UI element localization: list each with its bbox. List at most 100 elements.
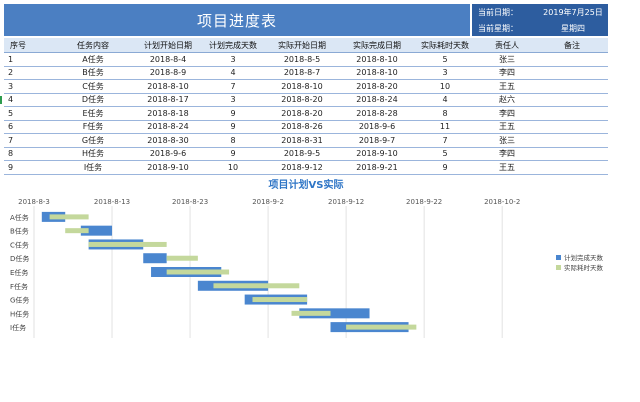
cell-index[interactable]: 7 xyxy=(4,133,54,148)
cell-actual-start[interactable]: 2018-8-20 xyxy=(262,106,342,121)
cell-plan-days[interactable]: 4 xyxy=(204,66,262,80)
cell-owner[interactable]: 王五 xyxy=(478,160,536,175)
cell-index[interactable]: 5 xyxy=(4,106,54,121)
cell-owner[interactable]: 张三 xyxy=(478,133,536,148)
cell-actual-days[interactable]: 9 xyxy=(412,160,478,175)
col-header[interactable]: 实际完成日期 xyxy=(342,38,412,53)
cell-owner[interactable]: 张三 xyxy=(478,52,536,67)
cell-index[interactable]: 3 xyxy=(4,79,54,94)
cell-actual-end[interactable]: 2018-9-7 xyxy=(342,133,412,148)
cell-actual-days[interactable]: 5 xyxy=(412,52,478,67)
cell-actual-days[interactable]: 4 xyxy=(412,93,478,107)
cell-actual-end[interactable]: 2018-8-28 xyxy=(342,106,412,121)
cell-note[interactable] xyxy=(536,120,608,134)
cell-actual-end[interactable]: 2018-8-24 xyxy=(342,93,412,107)
cell-note[interactable] xyxy=(536,133,608,148)
col-header[interactable]: 实际开始日期 xyxy=(262,38,342,53)
col-header[interactable]: 序号 xyxy=(4,38,54,53)
cell-note[interactable] xyxy=(536,106,608,121)
cell-plan-days[interactable]: 3 xyxy=(204,52,262,67)
cell-task[interactable]: D任务 xyxy=(54,93,132,107)
cell-task[interactable]: F任务 xyxy=(54,120,132,134)
cell-plan-start[interactable]: 2018-8-24 xyxy=(132,120,204,134)
cell-index[interactable]: 9 xyxy=(4,160,54,175)
cell-owner[interactable]: 王五 xyxy=(478,79,536,94)
cell-note[interactable] xyxy=(536,147,608,161)
col-header[interactable]: 计划完成天数 xyxy=(204,38,262,53)
table-row: 5 E任务 2018-8-18 9 2018-8-20 2018-8-28 8 … xyxy=(4,106,608,121)
cell-plan-start[interactable]: 2018-8-30 xyxy=(132,133,204,148)
cell-note[interactable] xyxy=(536,66,608,80)
cell-plan-days[interactable]: 7 xyxy=(204,79,262,94)
cell-plan-days[interactable]: 10 xyxy=(204,160,262,175)
col-header[interactable]: 实际耗时天数 xyxy=(412,38,478,53)
cell-note[interactable] xyxy=(536,52,608,67)
cell-note[interactable] xyxy=(536,79,608,94)
cell-plan-start[interactable]: 2018-8-4 xyxy=(132,52,204,67)
cell-actual-start[interactable]: 2018-9-5 xyxy=(262,147,342,161)
col-header[interactable]: 计划开始日期 xyxy=(132,38,204,53)
cell-plan-start[interactable]: 2018-8-17 xyxy=(132,93,204,107)
cell-owner[interactable]: 赵六 xyxy=(478,93,536,107)
cell-actual-days[interactable]: 8 xyxy=(412,106,478,121)
cell-actual-days[interactable]: 3 xyxy=(412,66,478,80)
cell-actual-end[interactable]: 2018-8-10 xyxy=(342,52,412,67)
cell-actual-days[interactable]: 11 xyxy=(412,120,478,134)
current-date-value[interactable]: 2019年7月25日 xyxy=(543,7,603,17)
cell-actual-start[interactable]: 2018-8-26 xyxy=(262,120,342,134)
cell-actual-end[interactable]: 2018-9-21 xyxy=(342,160,412,175)
cell-actual-start[interactable]: 2018-8-10 xyxy=(262,79,342,94)
cell-index[interactable]: 1 xyxy=(4,52,54,67)
legend-swatch xyxy=(556,265,561,270)
x-tick-label: 2018-10-2 xyxy=(484,198,520,206)
cell-actual-days[interactable]: 10 xyxy=(412,79,478,94)
cell-plan-start[interactable]: 2018-8-18 xyxy=(132,106,204,121)
cell-plan-days[interactable]: 8 xyxy=(204,133,262,148)
cell-plan-start[interactable]: 2018-8-10 xyxy=(132,79,204,94)
gantt-bar-plan xyxy=(143,253,167,264)
cell-actual-end[interactable]: 2018-9-10 xyxy=(342,147,412,161)
cell-actual-start[interactable]: 2018-8-7 xyxy=(262,66,342,80)
cell-task[interactable]: I任务 xyxy=(54,160,132,175)
cell-actual-start[interactable]: 2018-8-31 xyxy=(262,133,342,148)
cell-actual-start[interactable]: 2018-8-20 xyxy=(262,93,342,107)
cell-task[interactable]: C任务 xyxy=(54,79,132,94)
cell-task[interactable]: A任务 xyxy=(54,52,132,67)
cell-actual-days[interactable]: 7 xyxy=(412,133,478,148)
cell-index[interactable]: 4 xyxy=(4,93,54,107)
gantt-chart[interactable]: 项目计划VS实际 2018-8-3 2018-8-13 2018-8-23 2018-… xyxy=(4,174,608,396)
table-row: 4 D任务 2018-8-17 3 2018-8-20 2018-8-24 4 … xyxy=(4,93,608,107)
cell-actual-end[interactable]: 2018-8-20 xyxy=(342,79,412,94)
cell-plan-days[interactable]: 3 xyxy=(204,93,262,107)
cell-plan-start[interactable]: 2018-9-6 xyxy=(132,147,204,161)
cell-task[interactable]: G任务 xyxy=(54,133,132,148)
cell-plan-start[interactable]: 2018-9-10 xyxy=(132,160,204,175)
cell-plan-days[interactable]: 9 xyxy=(204,120,262,134)
cell-task[interactable]: H任务 xyxy=(54,147,132,161)
cell-note[interactable] xyxy=(536,160,608,175)
cell-note[interactable] xyxy=(536,93,608,107)
col-header[interactable]: 任务内容 xyxy=(54,38,132,53)
cell-index[interactable]: 6 xyxy=(4,120,54,134)
cell-plan-start[interactable]: 2018-8-9 xyxy=(132,66,204,80)
current-weekday-value[interactable]: 星期四 xyxy=(561,23,585,33)
cell-plan-days[interactable]: 9 xyxy=(204,147,262,161)
col-header[interactable]: 备注 xyxy=(536,38,608,53)
cell-task[interactable]: E任务 xyxy=(54,106,132,121)
cell-task[interactable]: B任务 xyxy=(54,66,132,80)
table-row: 2 B任务 2018-8-9 4 2018-8-7 2018-8-10 3 李四 xyxy=(4,66,608,80)
cell-index[interactable]: 8 xyxy=(4,147,54,161)
cell-owner[interactable]: 李四 xyxy=(478,106,536,121)
cell-owner[interactable]: 王五 xyxy=(478,120,536,134)
cell-actual-end[interactable]: 2018-8-10 xyxy=(342,66,412,80)
cell-owner[interactable]: 李四 xyxy=(478,147,536,161)
cell-index[interactable]: 2 xyxy=(4,66,54,80)
cell-plan-days[interactable]: 9 xyxy=(204,106,262,121)
cell-actual-end[interactable]: 2018-9-6 xyxy=(342,120,412,134)
col-header[interactable]: 责任人 xyxy=(478,38,536,53)
cell-owner[interactable]: 李四 xyxy=(478,66,536,80)
cell-actual-start[interactable]: 2018-9-12 xyxy=(262,160,342,175)
gantt-bar-plan xyxy=(299,308,370,319)
cell-actual-days[interactable]: 5 xyxy=(412,147,478,161)
cell-actual-start[interactable]: 2018-8-5 xyxy=(262,52,342,67)
